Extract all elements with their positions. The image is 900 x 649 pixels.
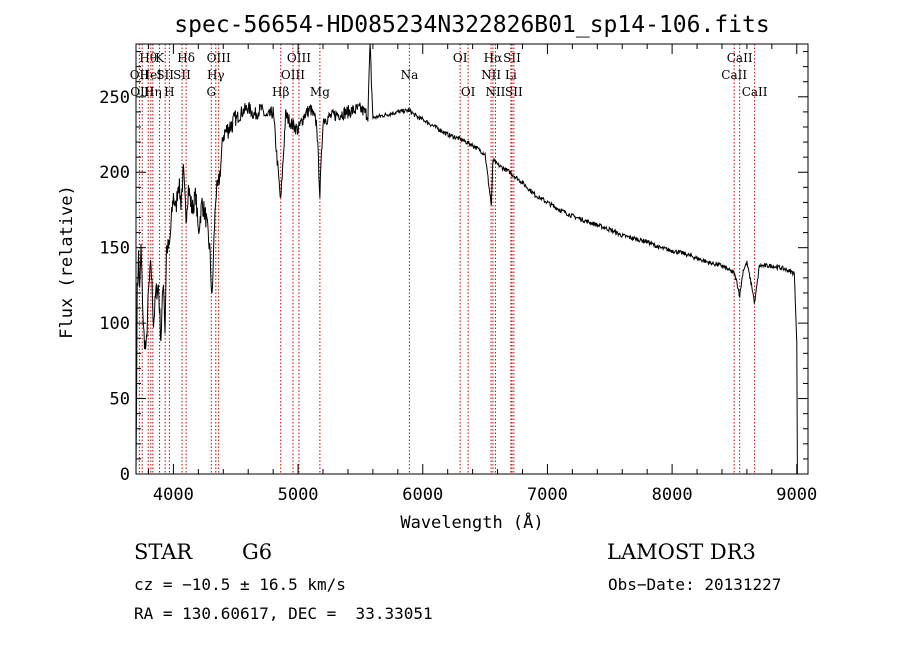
marker-label: OII (130, 68, 150, 82)
object-class: STAR (134, 540, 193, 564)
redshift-cz: cz = −10.5 ± 16.5 km/s (134, 575, 346, 594)
marker-label: H (164, 85, 174, 99)
coordinates: RA = 130.60617, DEC = 33.33051 (134, 604, 433, 623)
y-tick-label: 150 (99, 239, 130, 259)
spectrum-series (135, 43, 798, 475)
survey-name: LAMOST DR3 (607, 540, 756, 564)
marker-label: SII (156, 68, 174, 82)
marker-label: OI (461, 85, 476, 99)
x-tick-label: 6000 (402, 485, 443, 505)
observation-date: Obs−Date: 20131227 (608, 575, 782, 594)
marker-label: NII (481, 68, 501, 82)
x-tick-label: 8000 (652, 485, 693, 505)
marker-label: CaII (742, 85, 768, 99)
marker-label: HeI (140, 68, 163, 82)
marker-label: Na (401, 68, 419, 82)
x-tick-label: 7000 (527, 485, 568, 505)
marker-label: SII (503, 51, 521, 65)
marker-label: OIII (207, 51, 231, 65)
marker-label: OI (453, 51, 468, 65)
x-axis-label: Wavelength (Å) (400, 511, 543, 533)
y-tick-label: 100 (99, 314, 130, 334)
spectrum-line (135, 43, 798, 475)
y-tick-label: 200 (99, 163, 130, 183)
marker-label: Hβ (272, 85, 289, 99)
y-axis: 0 50 100 150 200 250 (99, 51, 808, 485)
marker-label: OIII (281, 68, 305, 82)
marker-label: K (155, 51, 165, 65)
plot-frame (135, 43, 809, 475)
chart-title: spec-56654-HD085234N322826B01_sp14-106.f… (174, 12, 769, 38)
marker-label: G (207, 85, 217, 99)
y-tick-label: 0 (120, 465, 130, 485)
marker-label: Li (505, 68, 517, 82)
marker-label: Mg (310, 85, 330, 99)
x-tick-label: 4000 (153, 485, 194, 505)
marker-label: OIII (287, 51, 311, 65)
marker-label: Hδ (177, 51, 195, 65)
y-tick-label: 50 (110, 390, 130, 410)
marker-label: NII (485, 85, 505, 99)
x-tick-label: 9000 (776, 485, 817, 505)
marker-label: SII (173, 68, 191, 82)
y-axis-label: Flux (relative) (57, 185, 77, 339)
marker-label: SII (505, 85, 523, 99)
object-subclass: G6 (242, 540, 273, 564)
marker-label: Hγ (207, 68, 225, 82)
marker-label: CaII (727, 51, 753, 65)
spectral-line-markers: OIIOIIIHθHeIHηKSIIHHδSIIGHγOIIIHβOIIIOII… (130, 44, 768, 474)
marker-label: CaII (721, 68, 747, 82)
x-tick-label: 5000 (278, 485, 319, 505)
x-axis: 4000 5000 6000 7000 8000 9000 (147, 44, 817, 505)
marker-label: Hα (484, 51, 503, 65)
y-tick-label: 250 (99, 88, 130, 108)
marker-label: Hη (144, 85, 162, 99)
